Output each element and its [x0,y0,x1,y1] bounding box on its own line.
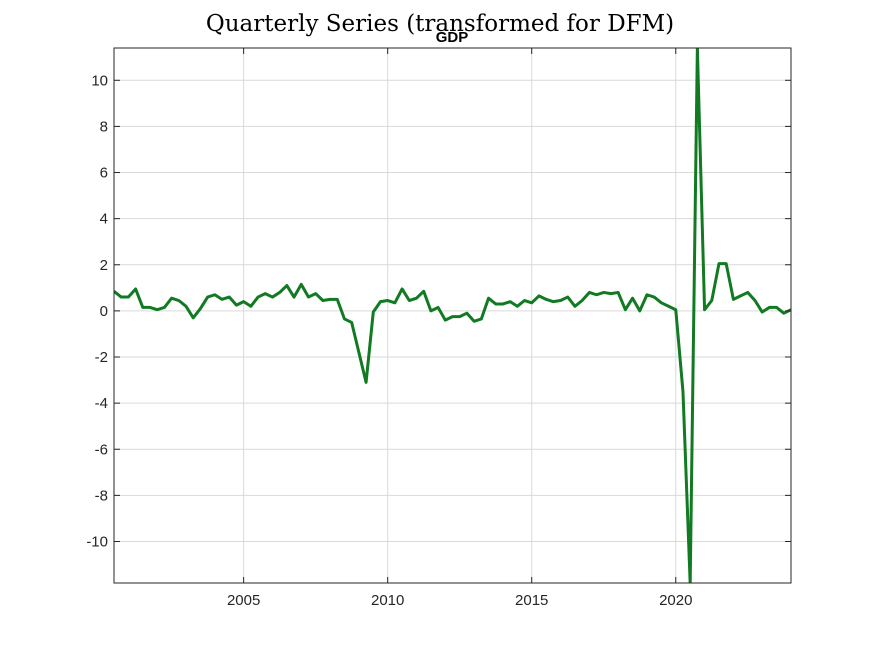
y-tick-label: -8 [95,487,108,504]
y-tick-label: 8 [100,118,108,135]
y-tick-label: 0 [100,303,108,320]
figure-suptitle: Quarterly Series (transformed for DFM) [206,11,674,37]
y-tick-label: -4 [95,395,108,412]
y-tick-label: -6 [95,441,108,458]
axis-ticks: 2005 2010 2015 2020 -10 -8 -6 -4 -2 0 2 4 6 8 10 [86,48,791,609]
x-tick-label: 2005 [227,592,260,609]
series-layer [114,48,791,583]
y-tick-label: 10 [91,72,108,89]
grid [114,48,791,583]
x-tick-label: 2020 [659,592,692,609]
y-tick-label: -2 [95,349,108,366]
y-tick-label: 6 [100,165,108,182]
y-tick-label: -10 [86,533,108,550]
x-tick-label: 2010 [371,592,404,609]
y-tick-label: 4 [100,211,108,228]
x-tick-label: 2015 [515,592,548,609]
axes-title: GDP [436,29,469,46]
plot-frame [113,47,792,584]
y-tick-label: 2 [100,257,108,274]
gdp-series-line [114,48,791,583]
